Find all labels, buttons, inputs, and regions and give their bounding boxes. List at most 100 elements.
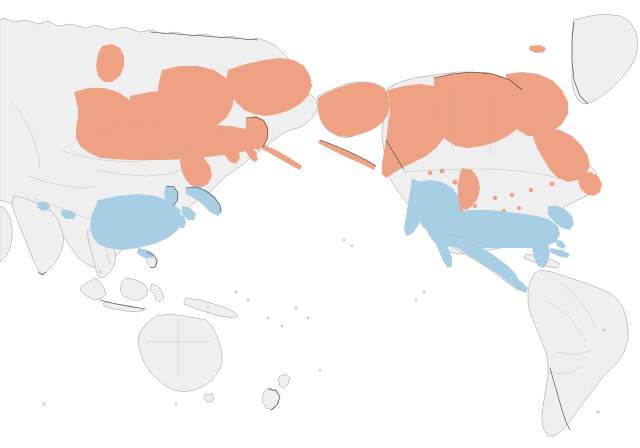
islet xyxy=(294,306,298,310)
land-africa-sliver xyxy=(0,205,13,263)
coast-greenland-west xyxy=(571,21,589,105)
islet xyxy=(350,244,354,248)
coast-indonesia xyxy=(99,299,147,310)
coast-detail-layer xyxy=(37,21,589,431)
coast-india xyxy=(37,271,47,276)
islet xyxy=(42,402,46,406)
land-greenland xyxy=(571,13,639,105)
land-sumatra xyxy=(79,277,107,301)
border-china-mongolia xyxy=(95,167,189,177)
coast-japan xyxy=(185,186,222,213)
breeding-dot xyxy=(439,168,445,174)
winter-patch-baja xyxy=(435,236,452,268)
breeding-patch-baffin xyxy=(506,72,568,136)
winter-patch-japan xyxy=(186,186,222,216)
breeding-patch-kurils xyxy=(243,141,258,162)
winter-patch-atlantic-coast xyxy=(548,206,574,230)
islet xyxy=(602,328,606,332)
wintering-range-layer xyxy=(37,178,574,293)
winter-patch-taiwan xyxy=(177,214,186,228)
land-new-zealand-north xyxy=(277,373,291,389)
breeding-dot xyxy=(549,181,555,187)
island-layer xyxy=(42,238,606,414)
border-russia-kazakhstan xyxy=(59,149,191,163)
breeding-patch-okhotsk-coast xyxy=(214,126,240,164)
border-south-america-internal-3 xyxy=(555,349,593,355)
land-south-america xyxy=(527,269,629,437)
coast-korea xyxy=(165,185,179,207)
breeding-patch-alaska xyxy=(318,82,390,137)
land-tasmania xyxy=(203,393,215,403)
winter-patch-cuba xyxy=(550,248,570,258)
land-borneo xyxy=(119,277,149,301)
political-border-layer xyxy=(9,88,597,376)
breeding-dot xyxy=(427,170,433,176)
border-china-india xyxy=(33,197,93,221)
winter-patch-hainan xyxy=(137,248,154,258)
winter-patch-assam xyxy=(61,210,76,219)
breeding-patch-aleutians xyxy=(318,140,376,170)
winter-patch-himalaya xyxy=(37,202,50,211)
breeding-dot xyxy=(472,203,478,209)
land-new-guinea xyxy=(183,297,239,319)
breeding-patch-yamal xyxy=(96,44,124,82)
coast-siberia-north xyxy=(149,31,259,41)
winter-patch-florida xyxy=(532,236,550,268)
breeding-range-layer xyxy=(74,44,602,220)
breeding-dot xyxy=(452,179,458,185)
winter-patch-central-america xyxy=(511,278,528,293)
islet xyxy=(174,402,178,406)
land-new-zealand-south xyxy=(261,387,281,411)
islet xyxy=(422,290,426,294)
islet xyxy=(98,270,102,274)
islet xyxy=(516,286,520,290)
breeding-dot xyxy=(568,175,574,181)
winter-patch-pacific-coast xyxy=(404,178,424,236)
coast-chile xyxy=(549,367,571,431)
winter-patch-bahamas xyxy=(556,240,566,249)
islet xyxy=(596,410,600,414)
breeding-patch-chukotka xyxy=(226,58,312,116)
islet xyxy=(318,368,322,372)
border-usa-canada xyxy=(403,168,567,181)
islet xyxy=(280,324,284,328)
coast-aleutians xyxy=(319,139,377,167)
coast-new-zealand xyxy=(267,388,281,411)
breeding-dot xyxy=(492,195,498,201)
breeding-patch-quebec-labrador xyxy=(532,128,590,182)
breeding-dot xyxy=(528,187,534,193)
breeding-patch-greenland-islet xyxy=(529,45,546,53)
breeding-patch-kuril-chain xyxy=(261,144,302,170)
border-south-america-internal-2 xyxy=(545,299,587,343)
breeding-dot xyxy=(517,206,521,210)
islet xyxy=(234,290,238,294)
islet xyxy=(414,298,418,302)
land-java xyxy=(103,301,145,313)
border-south-america-internal-1 xyxy=(559,281,597,329)
winter-patch-korea xyxy=(164,186,178,206)
islet xyxy=(266,316,270,320)
islet xyxy=(342,238,346,242)
land-sulawesi xyxy=(149,283,165,303)
coast-philippines xyxy=(146,251,158,269)
land-indian-subcontinent xyxy=(11,195,65,275)
islet xyxy=(246,298,250,302)
breeding-dot xyxy=(509,192,515,198)
coast-bc xyxy=(385,139,405,171)
islet xyxy=(306,316,310,320)
breeding-patch-arctic-archipelago xyxy=(434,72,526,148)
breeding-patch-newfoundland xyxy=(578,172,602,196)
border-central-asia xyxy=(27,175,97,189)
coast-kamchatka xyxy=(245,116,269,148)
breeding-patch-amur xyxy=(180,150,212,188)
border-indochina-internal xyxy=(99,235,111,265)
winter-patch-mexico xyxy=(445,232,520,287)
coast-arctic-islands xyxy=(433,71,523,91)
border-europe-east xyxy=(9,99,41,169)
border-usa-mexico xyxy=(431,229,491,247)
breeding-dot xyxy=(458,206,464,212)
land-australia xyxy=(137,313,223,393)
winter-patch-south-china xyxy=(90,194,182,250)
